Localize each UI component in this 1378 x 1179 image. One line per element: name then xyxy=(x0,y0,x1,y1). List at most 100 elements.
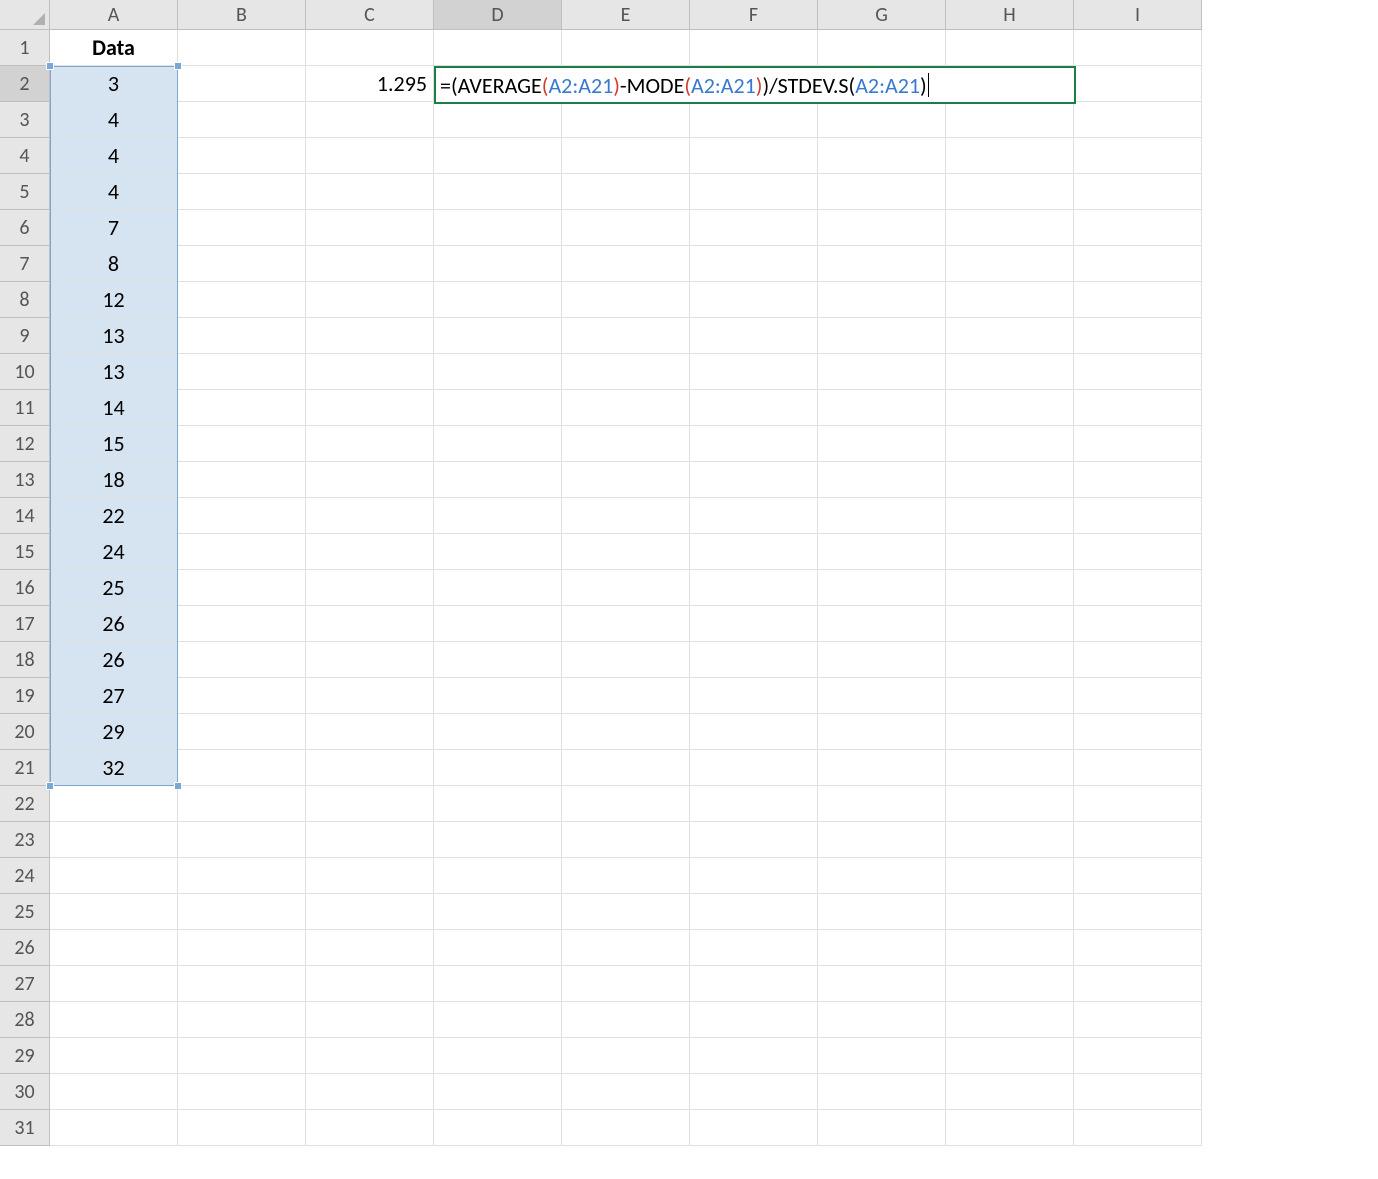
cell-A5[interactable]: 4 xyxy=(50,174,178,210)
cell-H31[interactable] xyxy=(946,1110,1074,1146)
cell-E9[interactable] xyxy=(562,318,690,354)
cell-A12[interactable]: 15 xyxy=(50,426,178,462)
cell-C13[interactable] xyxy=(306,462,434,498)
cell-G14[interactable] xyxy=(818,498,946,534)
column-header-E[interactable]: E xyxy=(562,0,690,30)
cell-B1[interactable] xyxy=(178,30,306,66)
cell-E31[interactable] xyxy=(562,1110,690,1146)
cell-I22[interactable] xyxy=(1074,786,1202,822)
cell-B10[interactable] xyxy=(178,354,306,390)
cell-E17[interactable] xyxy=(562,606,690,642)
cell-E21[interactable] xyxy=(562,750,690,786)
cell-G21[interactable] xyxy=(818,750,946,786)
cell-F20[interactable] xyxy=(690,714,818,750)
cell-A2[interactable]: 3 xyxy=(50,66,178,102)
cell-H19[interactable] xyxy=(946,678,1074,714)
cell-G19[interactable] xyxy=(818,678,946,714)
cell-A17[interactable]: 26 xyxy=(50,606,178,642)
cell-E27[interactable] xyxy=(562,966,690,1002)
row-header-13[interactable]: 13 xyxy=(0,462,50,498)
cell-H27[interactable] xyxy=(946,966,1074,1002)
cell-F11[interactable] xyxy=(690,390,818,426)
cell-F17[interactable] xyxy=(690,606,818,642)
cell-C10[interactable] xyxy=(306,354,434,390)
cell-G10[interactable] xyxy=(818,354,946,390)
cell-I30[interactable] xyxy=(1074,1074,1202,1110)
cell-I27[interactable] xyxy=(1074,966,1202,1002)
column-header-C[interactable]: C xyxy=(306,0,434,30)
cell-C28[interactable] xyxy=(306,1002,434,1038)
cell-E4[interactable] xyxy=(562,138,690,174)
cell-C14[interactable] xyxy=(306,498,434,534)
cell-C17[interactable] xyxy=(306,606,434,642)
cell-G26[interactable] xyxy=(818,930,946,966)
cell-H15[interactable] xyxy=(946,534,1074,570)
cell-F13[interactable] xyxy=(690,462,818,498)
cell-B8[interactable] xyxy=(178,282,306,318)
cell-C11[interactable] xyxy=(306,390,434,426)
cell-B17[interactable] xyxy=(178,606,306,642)
cell-E8[interactable] xyxy=(562,282,690,318)
cell-G28[interactable] xyxy=(818,1002,946,1038)
row-header-4[interactable]: 4 xyxy=(0,138,50,174)
cell-D22[interactable] xyxy=(434,786,562,822)
cell-I14[interactable] xyxy=(1074,498,1202,534)
cell-H16[interactable] xyxy=(946,570,1074,606)
cell-F21[interactable] xyxy=(690,750,818,786)
cell-F5[interactable] xyxy=(690,174,818,210)
cell-H6[interactable] xyxy=(946,210,1074,246)
cell-B21[interactable] xyxy=(178,750,306,786)
cell-A9[interactable]: 13 xyxy=(50,318,178,354)
row-header-10[interactable]: 10 xyxy=(0,354,50,390)
cell-F6[interactable] xyxy=(690,210,818,246)
cell-H3[interactable] xyxy=(946,102,1074,138)
cell-C15[interactable] xyxy=(306,534,434,570)
cell-D10[interactable] xyxy=(434,354,562,390)
cell-D2[interactable] xyxy=(434,66,562,102)
cell-G20[interactable] xyxy=(818,714,946,750)
row-header-8[interactable]: 8 xyxy=(0,282,50,318)
cell-A28[interactable] xyxy=(50,1002,178,1038)
cell-D26[interactable] xyxy=(434,930,562,966)
cell-A22[interactable] xyxy=(50,786,178,822)
cell-B27[interactable] xyxy=(178,966,306,1002)
cell-C26[interactable] xyxy=(306,930,434,966)
cell-E29[interactable] xyxy=(562,1038,690,1074)
cell-E7[interactable] xyxy=(562,246,690,282)
cell-B29[interactable] xyxy=(178,1038,306,1074)
cell-A26[interactable] xyxy=(50,930,178,966)
cell-C25[interactable] xyxy=(306,894,434,930)
cell-H5[interactable] xyxy=(946,174,1074,210)
cell-I19[interactable] xyxy=(1074,678,1202,714)
cell-G12[interactable] xyxy=(818,426,946,462)
cell-E19[interactable] xyxy=(562,678,690,714)
cell-F15[interactable] xyxy=(690,534,818,570)
row-header-6[interactable]: 6 xyxy=(0,210,50,246)
cell-H18[interactable] xyxy=(946,642,1074,678)
cell-C2[interactable]: 1.295 xyxy=(306,66,434,102)
cell-I3[interactable] xyxy=(1074,102,1202,138)
cell-C12[interactable] xyxy=(306,426,434,462)
cell-B20[interactable] xyxy=(178,714,306,750)
cell-E10[interactable] xyxy=(562,354,690,390)
cell-C21[interactable] xyxy=(306,750,434,786)
cell-A3[interactable]: 4 xyxy=(50,102,178,138)
cell-D6[interactable] xyxy=(434,210,562,246)
cell-E14[interactable] xyxy=(562,498,690,534)
cell-G23[interactable] xyxy=(818,822,946,858)
cell-F10[interactable] xyxy=(690,354,818,390)
column-header-A[interactable]: A xyxy=(50,0,178,30)
cell-H21[interactable] xyxy=(946,750,1074,786)
cell-A15[interactable]: 24 xyxy=(50,534,178,570)
cell-E2[interactable] xyxy=(562,66,690,102)
cell-D20[interactable] xyxy=(434,714,562,750)
cell-A30[interactable] xyxy=(50,1074,178,1110)
cell-A11[interactable]: 14 xyxy=(50,390,178,426)
cell-C27[interactable] xyxy=(306,966,434,1002)
cell-F19[interactable] xyxy=(690,678,818,714)
cell-G29[interactable] xyxy=(818,1038,946,1074)
cell-A13[interactable]: 18 xyxy=(50,462,178,498)
cell-D7[interactable] xyxy=(434,246,562,282)
cell-I10[interactable] xyxy=(1074,354,1202,390)
cell-A6[interactable]: 7 xyxy=(50,210,178,246)
